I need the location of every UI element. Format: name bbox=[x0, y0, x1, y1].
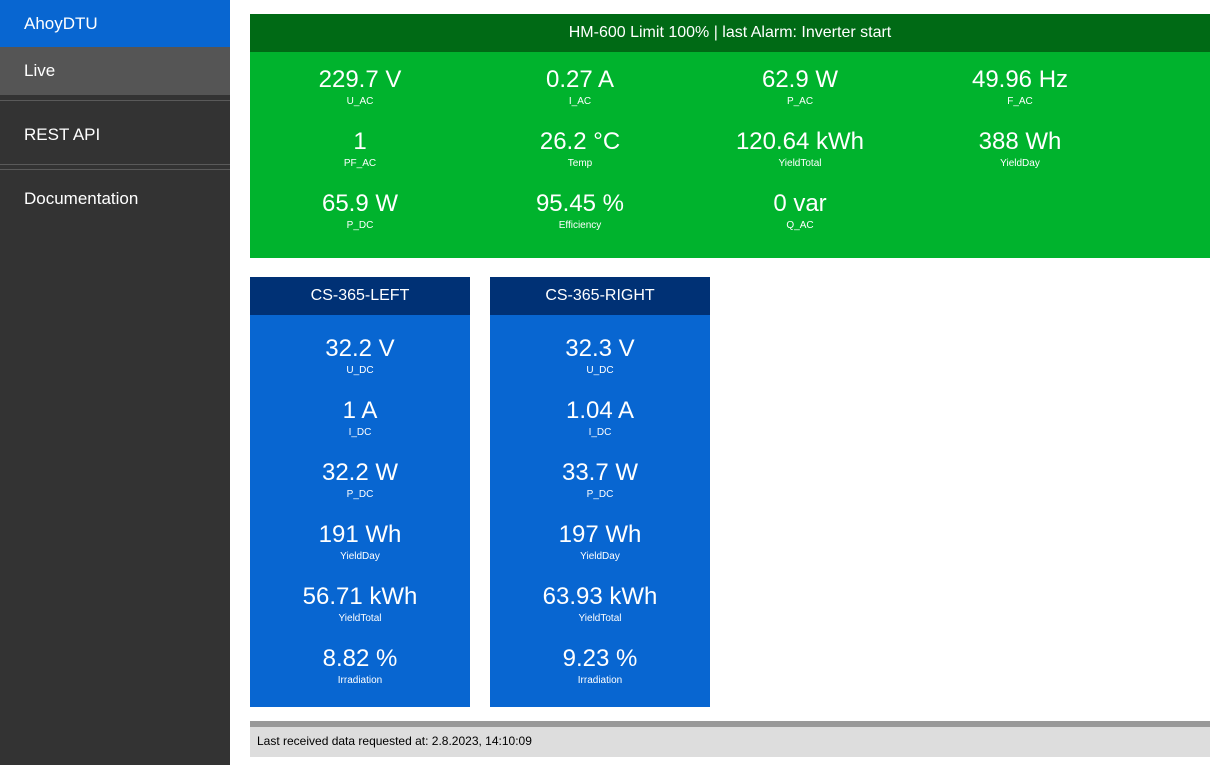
metric-value: 229.7 V bbox=[318, 66, 402, 93]
metric-label: Efficiency bbox=[558, 220, 602, 231]
channel-panel-right: CS-365-RIGHT 32.3 V U_DC 1.04 A I_DC 33.… bbox=[490, 277, 710, 707]
metric-value: 1 bbox=[353, 128, 367, 155]
sidebar-item-rest-api[interactable]: REST API bbox=[24, 125, 101, 144]
metric-value: 197 Wh bbox=[558, 521, 642, 548]
metric-irradiation: 8.82 % Irradiation bbox=[250, 637, 470, 699]
metric-label: U_DC bbox=[586, 365, 614, 376]
metric-yield-total: 56.71 kWh YieldTotal bbox=[250, 575, 470, 637]
metric-label: P_DC bbox=[586, 489, 614, 500]
metric-value: 9.23 % bbox=[562, 645, 638, 672]
metric-value: 1 A bbox=[342, 397, 378, 424]
metric-label: P_DC bbox=[346, 220, 374, 231]
metric-label: Irradiation bbox=[577, 675, 623, 686]
channel-panel-left: CS-365-LEFT 32.2 V U_DC 1 A I_DC 32.2 W … bbox=[250, 277, 470, 707]
metric-value: 65.9 W bbox=[321, 190, 399, 217]
metric-value: 95.45 % bbox=[535, 190, 625, 217]
metric-value: 0 var bbox=[773, 190, 827, 217]
metric-label: Temp bbox=[567, 158, 593, 169]
inverter-metrics: 229.7 V U_AC 0.27 A I_AC 62.9 W P_AC 49.… bbox=[250, 52, 1210, 258]
metric-value: 56.71 kWh bbox=[302, 583, 418, 610]
sidebar-item-live[interactable]: Live bbox=[0, 47, 230, 95]
metric-pf-ac: 1 PF_AC bbox=[250, 120, 470, 182]
metric-value: 120.64 kWh bbox=[735, 128, 865, 155]
metric-value: 1.04 A bbox=[565, 397, 635, 424]
channel-metrics: 32.2 V U_DC 1 A I_DC 32.2 W P_DC 191 Wh … bbox=[250, 315, 470, 699]
metric-label: YieldDay bbox=[580, 551, 620, 562]
sidebar-divider bbox=[0, 164, 230, 165]
sidebar-divider bbox=[0, 169, 230, 170]
sidebar-divider bbox=[0, 100, 230, 101]
status-footer: Last received data requested at: 2.8.202… bbox=[250, 721, 1210, 757]
metric-label: YieldTotal bbox=[338, 613, 382, 624]
inverter-header: HM-600 Limit 100% | last Alarm: Inverter… bbox=[250, 14, 1210, 52]
metric-efficiency: 95.45 % Efficiency bbox=[470, 182, 690, 244]
brand-link[interactable]: AhoyDTU bbox=[0, 0, 230, 47]
channel-header: CS-365-LEFT bbox=[250, 277, 470, 315]
channel-header: CS-365-RIGHT bbox=[490, 277, 710, 315]
metric-yield-day: 197 Wh YieldDay bbox=[490, 513, 710, 575]
main-content: HM-600 Limit 100% | last Alarm: Inverter… bbox=[250, 14, 1210, 707]
metric-label: YieldTotal bbox=[578, 613, 622, 624]
metric-u-dc: 32.3 V U_DC bbox=[490, 327, 710, 389]
channel-row: CS-365-LEFT 32.2 V U_DC 1 A I_DC 32.2 W … bbox=[250, 277, 1210, 707]
metric-yield-total: 120.64 kWh YieldTotal bbox=[690, 120, 910, 182]
metric-label: I_AC bbox=[568, 96, 592, 107]
metric-value: 32.2 V bbox=[325, 335, 395, 362]
metric-u-ac: 229.7 V U_AC bbox=[250, 58, 470, 120]
metric-value: 62.9 W bbox=[761, 66, 839, 93]
metric-yield-day: 191 Wh YieldDay bbox=[250, 513, 470, 575]
metric-label: YieldTotal bbox=[778, 158, 822, 169]
inverter-panel: HM-600 Limit 100% | last Alarm: Inverter… bbox=[250, 14, 1210, 258]
metric-value: 63.93 kWh bbox=[542, 583, 658, 610]
metric-label: Irradiation bbox=[337, 675, 383, 686]
metric-temp: 26.2 °C Temp bbox=[470, 120, 690, 182]
metric-label: Q_AC bbox=[786, 220, 814, 231]
metric-p-dc: 32.2 W P_DC bbox=[250, 451, 470, 513]
channel-metrics: 32.3 V U_DC 1.04 A I_DC 33.7 W P_DC 197 … bbox=[490, 315, 710, 699]
metric-label: U_DC bbox=[346, 365, 374, 376]
metric-value: 191 Wh bbox=[318, 521, 402, 548]
metric-label: I_DC bbox=[588, 427, 612, 438]
metric-value: 49.96 Hz bbox=[971, 66, 1069, 93]
metric-u-dc: 32.2 V U_DC bbox=[250, 327, 470, 389]
sidebar-item-documentation[interactable]: Documentation bbox=[24, 189, 139, 208]
metric-label: PF_AC bbox=[343, 158, 377, 169]
metric-yield-total: 63.93 kWh YieldTotal bbox=[490, 575, 710, 637]
metric-p-dc: 65.9 W P_DC bbox=[250, 182, 470, 244]
metric-value: 32.2 W bbox=[321, 459, 399, 486]
sidebar: AhoyDTU Live REST API Documentation bbox=[0, 0, 230, 765]
metric-q-ac: 0 var Q_AC bbox=[690, 182, 910, 244]
metric-p-ac: 62.9 W P_AC bbox=[690, 58, 910, 120]
metric-f-ac: 49.96 Hz F_AC bbox=[910, 58, 1130, 120]
metric-label: U_AC bbox=[346, 96, 374, 107]
metric-value: 32.3 V bbox=[565, 335, 635, 362]
metric-value: 8.82 % bbox=[322, 645, 398, 672]
metric-i-dc: 1 A I_DC bbox=[250, 389, 470, 451]
metric-label: P_AC bbox=[786, 96, 814, 107]
metric-value: 388 Wh bbox=[978, 128, 1062, 155]
metric-label: YieldDay bbox=[340, 551, 380, 562]
metric-value: 0.27 A bbox=[545, 66, 615, 93]
metric-value: 26.2 °C bbox=[539, 128, 621, 155]
metric-label: P_DC bbox=[346, 489, 374, 500]
metric-p-dc: 33.7 W P_DC bbox=[490, 451, 710, 513]
metric-i-dc: 1.04 A I_DC bbox=[490, 389, 710, 451]
metric-label: YieldDay bbox=[1000, 158, 1040, 169]
metric-label: F_AC bbox=[1007, 96, 1033, 107]
metric-value: 33.7 W bbox=[561, 459, 639, 486]
metric-irradiation: 9.23 % Irradiation bbox=[490, 637, 710, 699]
metric-yield-day: 388 Wh YieldDay bbox=[910, 120, 1130, 182]
metric-label: I_DC bbox=[348, 427, 372, 438]
metric-i-ac: 0.27 A I_AC bbox=[470, 58, 690, 120]
